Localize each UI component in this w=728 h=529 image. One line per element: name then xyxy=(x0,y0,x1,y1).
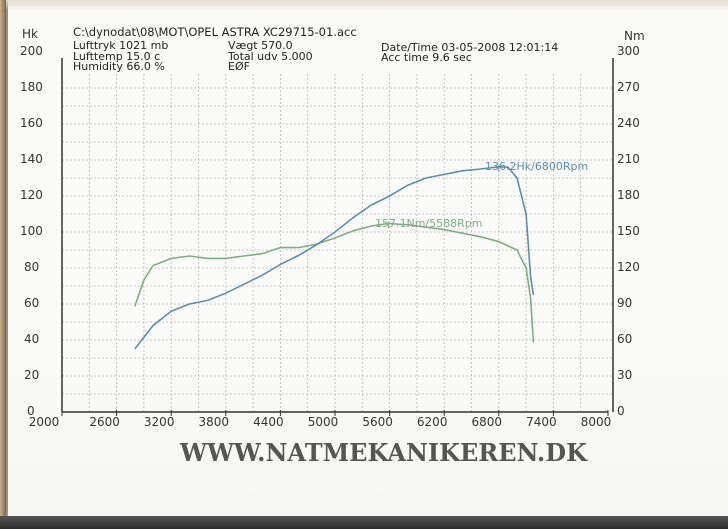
file-path: C:\dynodat\08\MOT\OPEL ASTRA XC29715-01.… xyxy=(73,25,357,39)
right-tick-label: 300 xyxy=(617,44,640,58)
left-axis-unit: Hk xyxy=(22,27,38,41)
x-tick-label: 4400 xyxy=(253,415,284,429)
right-tick-label: 180 xyxy=(617,188,640,202)
left-tick-label: 100 xyxy=(20,224,43,238)
date-time: Date/Time 03-05-2008 12:01:14 xyxy=(381,41,559,54)
x-tick-label: 5600 xyxy=(362,415,393,429)
power-curve xyxy=(134,165,535,350)
x-tick-label: 3200 xyxy=(143,415,175,429)
x-tick-label: 2600 xyxy=(89,415,120,429)
left-tick-label: 200 xyxy=(20,44,43,58)
left-tick-label: 140 xyxy=(20,152,43,166)
right-tick-label: 30 xyxy=(617,368,633,382)
x-tick-label: 2000 xyxy=(28,415,60,429)
right-axis-unit: Nm xyxy=(624,29,645,43)
right-tick-label: 90 xyxy=(617,296,633,310)
scan-top-shadow xyxy=(6,0,728,10)
weight: Vægt 570.0 xyxy=(228,39,293,52)
x-tick-label: 6200 xyxy=(416,415,448,429)
x-tick-label: 6800 xyxy=(471,415,503,429)
x-tick-label: 3800 xyxy=(198,415,230,429)
right-tick-label: 270 xyxy=(617,80,640,94)
x-tick-label: 7400 xyxy=(526,415,557,429)
power-peak-label: 136.2Hk/6800Rpm xyxy=(485,160,589,173)
right-tick-label: 60 xyxy=(617,332,633,346)
air-pressure: Lufttryk 1021 mb xyxy=(73,39,169,52)
torque-curve xyxy=(134,222,535,343)
left-tick-label: 60 xyxy=(24,296,40,310)
grid-lines xyxy=(62,74,613,412)
right-tick-label: 210 xyxy=(617,152,640,166)
dyno-sheet xyxy=(6,0,728,516)
right-tick-label: 0 xyxy=(617,404,625,418)
x-tick-label: 5000 xyxy=(307,415,339,429)
right-tick-label: 150 xyxy=(617,224,640,238)
eof-label: EØF xyxy=(228,60,250,73)
total-gear-ratio: Total udv 5.000 xyxy=(228,50,313,63)
acc-time: Acc time 9.6 sec xyxy=(381,51,472,64)
torque-peak-label: 157.1Nm/5588Rpm xyxy=(375,217,483,230)
left-tick-label: 160 xyxy=(20,116,43,130)
left-tick-label: 120 xyxy=(20,188,43,202)
x-axis-tick-marks xyxy=(61,410,609,416)
right-tick-label: 120 xyxy=(617,260,640,274)
scan-left-edge xyxy=(0,0,6,529)
air-temperature: Lufttemp 15.0 c xyxy=(73,50,161,63)
left-tick-label: 80 xyxy=(24,260,40,274)
left-tick-label: 20 xyxy=(24,368,40,382)
right-tick-label: 240 xyxy=(617,116,640,130)
humidity: Humidity 66.0 % xyxy=(73,60,165,73)
website-watermark: WWW.NATMEKANIKEREN.DK xyxy=(180,438,587,467)
scan-bottom-edge xyxy=(0,516,728,529)
left-tick-label: 40 xyxy=(24,332,40,346)
left-tick-label: 0 xyxy=(27,404,35,418)
left-tick-label: 180 xyxy=(20,80,43,94)
x-tick-label: 8000 xyxy=(580,415,612,429)
